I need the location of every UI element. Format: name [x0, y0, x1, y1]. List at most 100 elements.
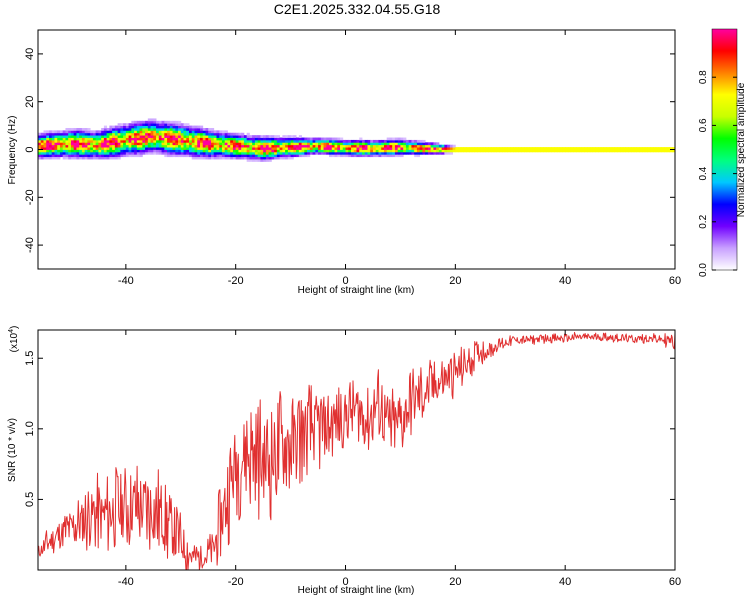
heatmap-cell — [224, 130, 228, 134]
heatmap-cell — [400, 147, 404, 150]
heatmap-cell — [235, 154, 239, 158]
heatmap-cell — [169, 137, 173, 141]
heatmap-cell — [128, 144, 132, 148]
heatmap-cell — [405, 151, 410, 155]
heatmap-cell — [290, 137, 294, 141]
heatmap-cell — [383, 139, 388, 143]
heatmap-cell — [386, 149, 390, 153]
heatmap-cell — [205, 142, 209, 146]
heatmap-cell — [425, 144, 429, 148]
heatmap-cell — [164, 135, 168, 138]
heatmap-cell — [427, 149, 432, 153]
heatmap-cell — [205, 130, 209, 134]
heatmap-cell — [191, 130, 195, 134]
heatmap-cell — [243, 135, 248, 138]
heatmap-cell — [62, 147, 66, 150]
heatmap-cell — [101, 127, 105, 131]
heatmap-cell — [485, 149, 489, 153]
heatmap-cell — [375, 147, 379, 150]
heatmap-cell — [153, 125, 157, 129]
heatmap-cell — [134, 149, 138, 153]
heatmap-cell — [298, 154, 302, 158]
heatmap-cell — [263, 142, 267, 146]
heatmap-cell — [54, 135, 58, 138]
heatmap-cell — [46, 154, 50, 158]
heatmap-cell — [172, 149, 176, 153]
heatmap-cell — [54, 142, 58, 146]
heatmap-cell — [392, 139, 396, 143]
heatmap-cell — [90, 151, 94, 155]
heatmap-cell — [123, 147, 127, 150]
heatmap-cell — [38, 135, 42, 138]
heatmap-cell — [125, 154, 130, 158]
heatmap-cell — [117, 130, 121, 134]
heatmap-cell — [359, 142, 363, 146]
heatmap-cell — [370, 151, 374, 155]
heatmap-cell — [70, 127, 75, 131]
heatmap-cell — [62, 149, 66, 153]
heatmap-cell — [54, 156, 58, 160]
heatmap-cell — [191, 144, 195, 148]
heatmap-cell — [414, 151, 418, 155]
heatmap-cell — [367, 139, 371, 143]
heatmap-cell — [279, 139, 283, 143]
heatmap-cell — [554, 149, 558, 153]
heatmap-cell — [356, 149, 360, 153]
heatmap-cell — [260, 154, 264, 158]
heatmap-cell — [400, 154, 404, 158]
heatmap-cell — [172, 151, 176, 155]
heatmap-cell — [254, 154, 259, 158]
heatmap-cell — [232, 137, 237, 141]
heatmap-cell — [183, 139, 187, 143]
heatmap-cell — [191, 154, 195, 158]
heatmap-cell — [301, 137, 305, 141]
heatmap-cell — [213, 156, 217, 160]
heatmap-cell — [183, 137, 187, 141]
heatmap-cell — [128, 149, 132, 153]
heatmap-cell — [48, 151, 53, 155]
heatmap-cell — [73, 156, 77, 160]
heatmap-cell — [375, 142, 379, 146]
heatmap-cell — [46, 151, 50, 155]
heatmap-cell — [98, 151, 102, 155]
heatmap-cell — [147, 130, 151, 134]
heatmap-cell — [315, 151, 319, 155]
heatmap-cell — [298, 142, 302, 146]
heatmap-cell — [507, 149, 511, 153]
heatmap-cell — [103, 137, 108, 141]
heatmap-cell — [169, 120, 173, 124]
heatmap-cell — [123, 142, 127, 146]
heatmap-cell — [153, 135, 157, 138]
heatmap-cell — [427, 142, 432, 146]
heatmap-cell — [474, 147, 478, 150]
heatmap-cell — [178, 142, 182, 146]
heatmap-cell — [95, 144, 99, 148]
heatmap-cell — [84, 144, 88, 148]
heatmap-cell — [186, 151, 190, 155]
heatmap-cell — [210, 142, 215, 146]
heatmap-cell — [153, 151, 157, 155]
heatmap-cell — [114, 125, 119, 129]
snr-series-line — [38, 331, 675, 570]
heatmap-cell — [518, 147, 522, 150]
heatmap-cell — [567, 149, 572, 153]
heatmap-cell — [81, 139, 86, 143]
heatmap-cell — [271, 149, 275, 153]
heatmap-cell — [260, 149, 264, 153]
x-tick-label: -20 — [228, 275, 244, 287]
heatmap-cell — [106, 156, 110, 160]
heatmap-cell — [161, 132, 165, 136]
heatmap-cell — [403, 144, 407, 148]
heatmap-cell — [523, 147, 528, 150]
heatmap-cell — [254, 147, 259, 150]
heatmap-cell — [139, 130, 143, 134]
heatmap-cell — [307, 147, 311, 150]
heatmap-cell — [145, 137, 149, 141]
heatmap-cell — [175, 120, 179, 124]
heatmap-cell — [260, 142, 264, 146]
heatmap-cell — [68, 147, 72, 150]
colorbar-gradient — [712, 29, 737, 270]
heatmap-cell — [150, 132, 154, 136]
heatmap-cell — [326, 149, 330, 153]
heatmap-cell — [210, 149, 215, 153]
